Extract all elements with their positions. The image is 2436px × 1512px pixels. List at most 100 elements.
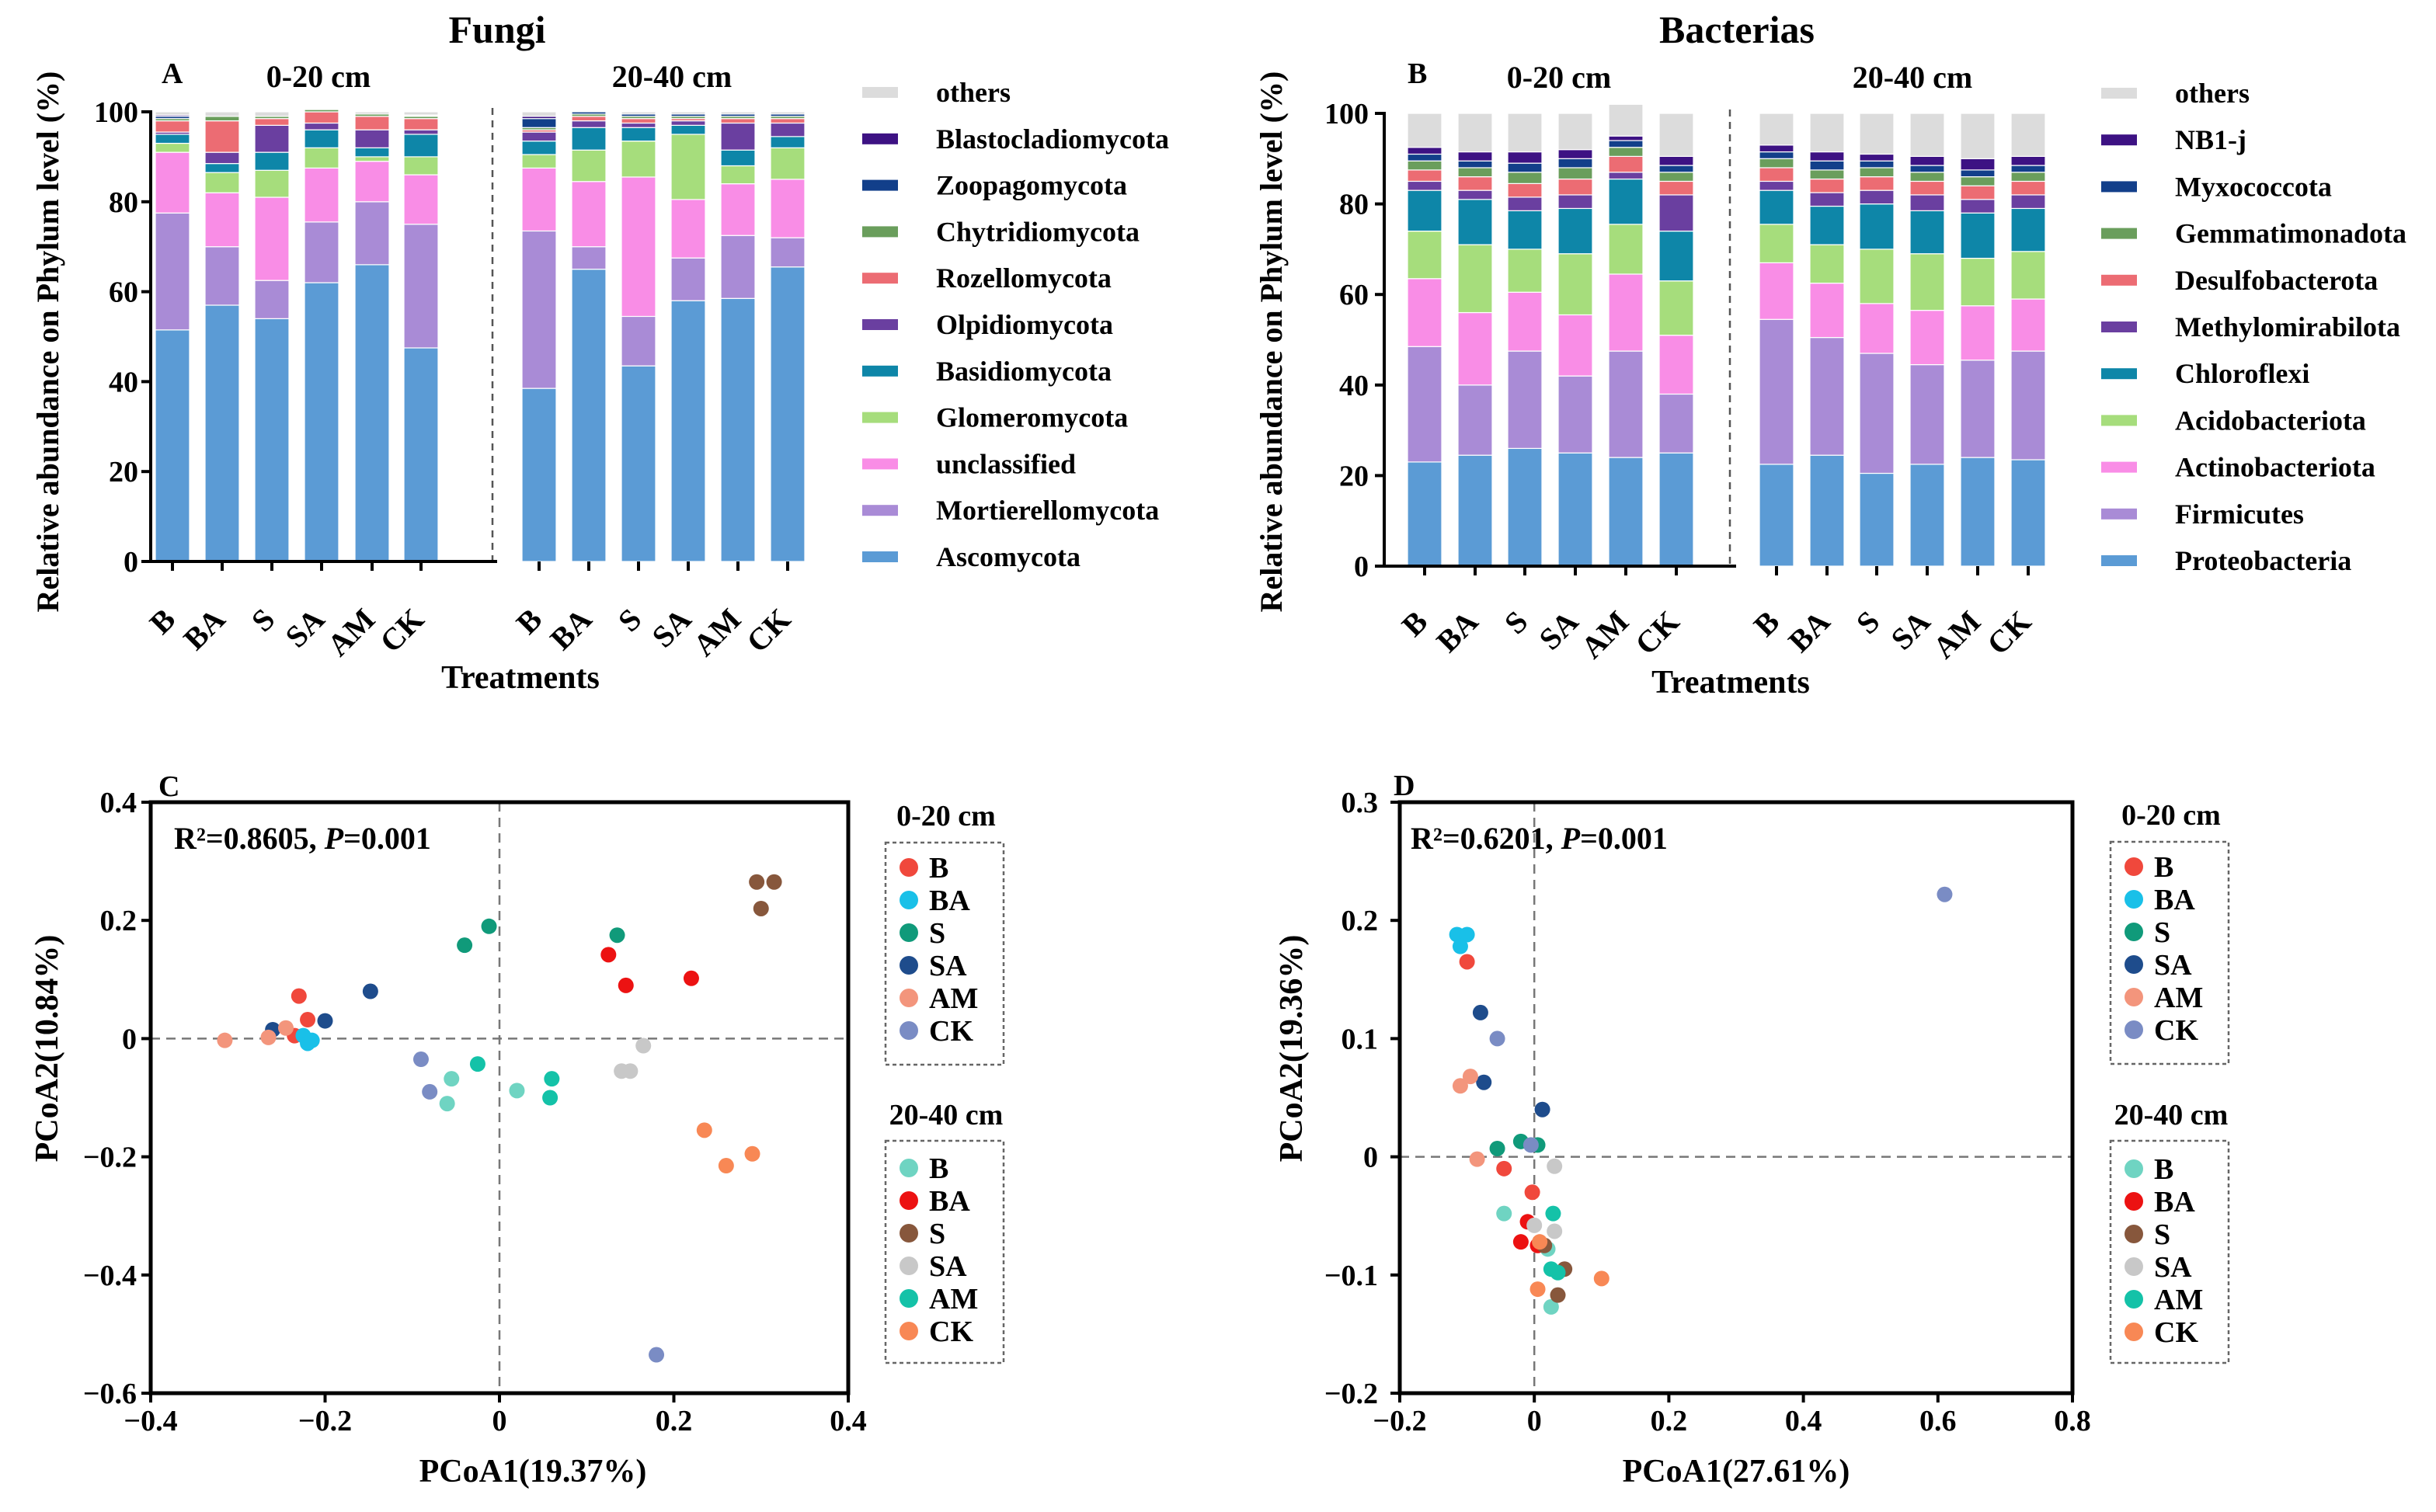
x-tick-label: SA xyxy=(1884,603,1937,656)
series-B-top xyxy=(1459,954,1540,1201)
panel-D: −0.2 0 0.2 0.4 0.6 0.8 −0.2 −0.1 0 0.1 0.2 0.3 D R²=0… xyxy=(1274,770,2230,1489)
x-tick-label: BA xyxy=(176,601,231,656)
bar-segment xyxy=(304,147,339,169)
scatter-point xyxy=(1532,1234,1548,1250)
bar-segment xyxy=(1407,147,1442,155)
x-tick-label: S xyxy=(1498,604,1535,641)
bar-segment xyxy=(1507,210,1543,250)
scatter-point xyxy=(217,1032,233,1048)
scatter-point xyxy=(1452,1078,1468,1094)
bar-segment xyxy=(670,124,706,135)
legend-marker xyxy=(900,989,918,1007)
x-axis-label: PCoA1(19.37%) xyxy=(419,1454,647,1489)
bar-segment xyxy=(155,134,190,144)
scatter-point xyxy=(362,983,378,999)
bar-segment xyxy=(1859,249,1895,304)
bar-segment xyxy=(403,134,439,158)
bar-segment xyxy=(1658,335,1694,395)
bar-segment xyxy=(403,224,439,349)
legend-marker xyxy=(900,1224,918,1243)
bar-stack xyxy=(670,111,706,562)
scatter-point xyxy=(300,1012,316,1028)
panel-letter: C xyxy=(158,770,179,803)
legend-title: 0-20 cm xyxy=(2121,799,2221,832)
x-tick-label: BA xyxy=(543,601,598,656)
bar-segment xyxy=(1557,167,1593,180)
legend-label: Basidiomycota xyxy=(936,356,1112,387)
bar-segment xyxy=(1457,189,1493,200)
y-tick-label: 80 xyxy=(109,186,138,219)
y-tick-label: 0 xyxy=(1354,551,1369,583)
bar-segment xyxy=(1507,249,1543,293)
bar-segment xyxy=(1859,472,1895,567)
scatter-point xyxy=(609,927,625,944)
x-tick-label: −0.2 xyxy=(1373,1405,1426,1437)
scatter-point xyxy=(412,1051,429,1068)
series-CK-bottom xyxy=(1529,1234,1610,1298)
y-tick-label: 80 xyxy=(1339,189,1369,221)
bar-segment xyxy=(1859,203,1895,250)
bar-stack xyxy=(1507,113,1543,567)
scatter-point xyxy=(439,1096,455,1112)
scatter-point xyxy=(744,1145,760,1162)
bar-segment xyxy=(1407,278,1442,347)
x-tick-label: CK xyxy=(373,602,430,659)
legend: others Blastocladiomycota Zoopagomycota Chy… xyxy=(862,77,1169,572)
bar-stack xyxy=(571,111,607,562)
scatter-point xyxy=(1526,1217,1543,1233)
bar-stack xyxy=(720,111,756,562)
bar-segment xyxy=(1557,253,1593,316)
bar-segment xyxy=(1608,103,1644,137)
bar-segment xyxy=(1557,158,1593,169)
scatter-point xyxy=(649,1347,665,1363)
bar-stack xyxy=(1759,113,1794,567)
bar-segment xyxy=(621,141,656,178)
legend-swatch xyxy=(862,87,898,98)
bar-segment xyxy=(571,246,607,270)
panel-C: −0.4 −0.2 0 0.2 0.4−0.6−0.4−0.200.20.4 CR²=0.… xyxy=(30,770,1005,1489)
legend-label: SA xyxy=(929,1250,967,1283)
series-SA-top xyxy=(1472,1004,1550,1117)
bar-segment xyxy=(204,162,240,173)
legend-label: unclassified xyxy=(936,448,1076,479)
legend-label: CK xyxy=(929,1316,973,1348)
x-tick-label: B xyxy=(1395,604,1435,644)
bar-segment xyxy=(155,120,190,133)
bar-segment xyxy=(254,196,290,281)
y-axis-label: PCoA2(19.36%) xyxy=(1274,935,1310,1163)
legend-swatch xyxy=(2101,461,2137,473)
bar-segment xyxy=(1759,464,1794,567)
legend-marker xyxy=(900,1021,918,1040)
series-AM-bottom xyxy=(1543,1205,1566,1281)
legend-label: Olpidiomycota xyxy=(936,309,1113,340)
scatter-point xyxy=(317,1013,333,1029)
bar-segment xyxy=(1809,205,1845,245)
bar-segment xyxy=(571,269,607,562)
bar-segment xyxy=(2010,180,2046,196)
legend-label: S xyxy=(929,1218,945,1250)
bar-segment xyxy=(304,282,339,562)
bar-segment xyxy=(254,151,290,171)
y-tick-label: 20 xyxy=(1339,460,1369,492)
scatter-point xyxy=(1496,1160,1512,1177)
scatter-point xyxy=(1459,954,1475,970)
bar-segment xyxy=(155,212,190,331)
bar-segment xyxy=(204,192,240,248)
bar-segment xyxy=(1909,363,1945,465)
scatter-point xyxy=(1462,1069,1478,1085)
x-tick-label: CK xyxy=(1980,604,2038,662)
x-tick-label: AM xyxy=(686,602,747,663)
bar-segment xyxy=(1457,384,1493,456)
y-axis-label: Relative abundance on Phylum level (%) xyxy=(30,71,65,613)
bar-segment xyxy=(670,257,706,301)
bar-segment xyxy=(571,120,607,128)
bar-segment xyxy=(304,167,339,223)
bar-segment xyxy=(770,118,806,124)
legend-marker xyxy=(2125,988,2143,1006)
x-tick-label: S xyxy=(611,602,649,639)
bar-segment xyxy=(1457,176,1493,191)
series-SA-bottom xyxy=(614,1038,652,1079)
legend-label: AM xyxy=(929,982,978,1015)
legend-box xyxy=(2109,840,2230,1065)
